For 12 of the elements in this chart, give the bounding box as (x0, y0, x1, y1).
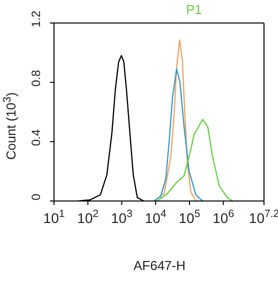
y-tick-label: 0.4 (29, 129, 43, 146)
y-tick-label: 0.8 (29, 70, 43, 87)
y-tick-label: 0 (29, 193, 43, 200)
x-tick-label: 10$^{3}$ (111, 208, 133, 226)
text: P1 (186, 2, 202, 17)
x-tick-label: 10$^{4}$ (144, 208, 166, 226)
x-tick-label: 10$^{5}$ (178, 208, 200, 226)
x-tick-label: 10$^{2}$ (77, 208, 99, 226)
x-tick-label: 10$^{6}$ (212, 208, 234, 226)
x-tick-label: 10$^{1}$ (43, 208, 65, 226)
x-axis-title: AF647-H (132, 258, 187, 273)
y-tick-label: 1.2 (29, 10, 43, 28)
